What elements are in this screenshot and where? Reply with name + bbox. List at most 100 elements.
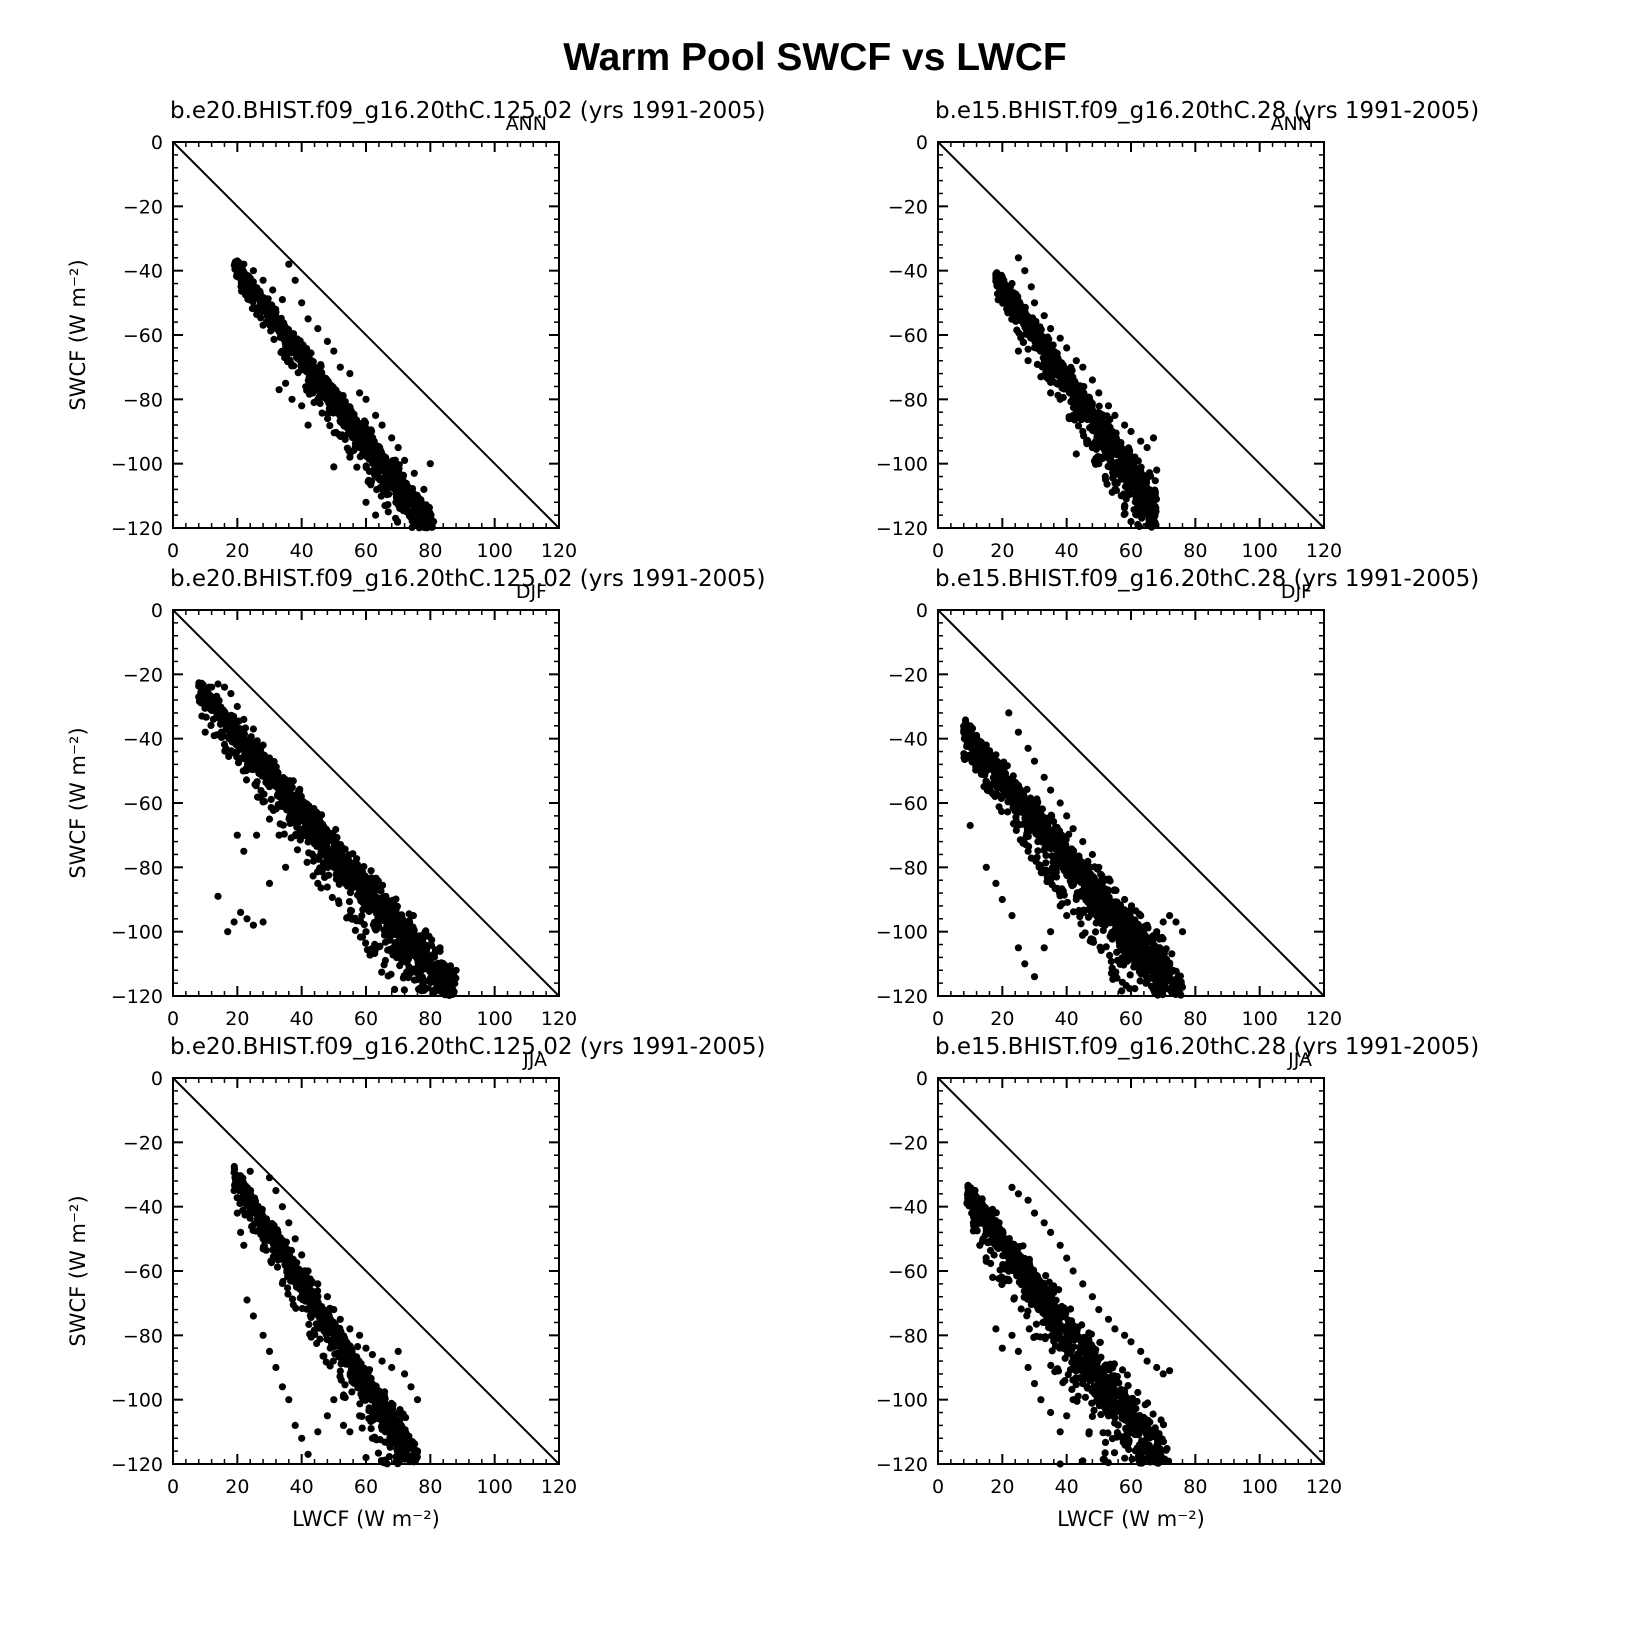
y-tick-label: −20 — [123, 196, 163, 218]
data-point — [345, 404, 353, 412]
x-tick-label: 100 — [1242, 540, 1278, 562]
data-point — [259, 918, 267, 926]
data-point — [1125, 491, 1133, 499]
x-tick-label: 0 — [167, 540, 179, 562]
data-point — [1063, 384, 1071, 392]
data-point — [396, 471, 404, 479]
data-point — [407, 508, 415, 516]
data-point — [378, 905, 387, 913]
data-point — [233, 831, 241, 839]
data-point — [1068, 366, 1076, 374]
data-point — [238, 287, 246, 295]
data-point — [428, 936, 436, 944]
data-point — [288, 784, 296, 792]
data-point — [434, 971, 442, 979]
data-point — [238, 745, 246, 753]
data-point — [298, 402, 306, 410]
data-point — [378, 968, 386, 976]
data-point — [1051, 363, 1059, 371]
data-point — [414, 493, 422, 501]
data-point — [356, 427, 364, 436]
data-point — [304, 315, 312, 323]
scatter-panel-ann-left: b.e20.BHIST.f09_g16.20thC.125.02 (yrs 19… — [66, 98, 765, 562]
data-point — [409, 912, 417, 920]
data-point — [376, 467, 384, 475]
data-point — [239, 736, 247, 744]
data-point — [259, 753, 267, 762]
data-point — [430, 518, 438, 526]
y-tick-label: −80 — [123, 389, 163, 411]
data-point — [314, 395, 322, 403]
data-point — [1002, 284, 1010, 292]
y-tick-label: −60 — [123, 793, 163, 815]
data-point — [1069, 411, 1077, 419]
data-point — [247, 765, 256, 774]
data-point — [296, 785, 304, 793]
data-point — [303, 858, 311, 866]
x-tick-label: 60 — [354, 1008, 378, 1030]
data-point — [259, 798, 267, 806]
data-point — [296, 836, 304, 844]
data-point — [259, 276, 267, 284]
y-axis-label: SWCF (W m⁻²) — [66, 727, 90, 878]
y-tick-label: −20 — [888, 196, 928, 218]
data-point — [399, 974, 407, 982]
data-point — [347, 412, 355, 420]
data-point — [1101, 447, 1109, 456]
data-point — [270, 335, 278, 343]
data-point — [278, 296, 286, 304]
data-point — [272, 320, 280, 328]
data-point — [318, 409, 326, 417]
data-point — [1111, 485, 1119, 493]
data-point — [262, 318, 270, 326]
data-point — [240, 715, 248, 724]
x-tick-label: 80 — [418, 1008, 442, 1030]
data-point — [384, 508, 392, 516]
data-point — [1126, 454, 1134, 462]
data-point — [401, 456, 409, 464]
data-point — [1111, 479, 1119, 487]
data-point — [1038, 363, 1046, 371]
data-point — [249, 267, 257, 275]
data-point — [372, 411, 380, 419]
data-point — [346, 370, 354, 378]
data-point — [392, 498, 400, 506]
data-point — [227, 735, 235, 743]
data-point — [230, 918, 238, 926]
data-point — [380, 961, 388, 969]
data-point — [282, 863, 290, 871]
data-point — [339, 396, 347, 404]
x-tick-label: 0 — [167, 1008, 179, 1030]
data-point — [309, 872, 317, 880]
data-point — [1140, 498, 1148, 506]
data-point — [393, 517, 401, 525]
x-tick-label: 20 — [225, 1008, 249, 1030]
data-point — [367, 477, 376, 485]
data-point — [1037, 341, 1045, 349]
data-point — [388, 921, 396, 929]
data-point — [332, 825, 340, 834]
data-point — [1037, 373, 1045, 381]
data-point — [249, 756, 257, 764]
data-point — [428, 954, 436, 962]
data-point — [404, 955, 412, 963]
x-tick-label: 40 — [290, 540, 314, 562]
data-point — [330, 863, 338, 871]
data-point — [225, 752, 233, 761]
data-point — [214, 892, 222, 900]
y-axis-label: SWCF (W m⁻²) — [66, 259, 90, 410]
y-tick-label: −100 — [876, 454, 928, 476]
y-tick-label: −120 — [111, 986, 163, 1008]
data-point — [420, 485, 428, 493]
season-label: DJF — [1281, 581, 1312, 603]
data-point — [1149, 434, 1158, 442]
y-tick-label: −80 — [888, 389, 928, 411]
data-point — [1079, 363, 1087, 371]
data-point — [1096, 943, 1104, 951]
data-point — [362, 395, 370, 403]
data-point — [356, 389, 364, 397]
data-point — [1104, 402, 1113, 410]
data-point — [1004, 309, 1012, 317]
data-point — [1121, 501, 1129, 510]
data-point — [410, 976, 419, 984]
